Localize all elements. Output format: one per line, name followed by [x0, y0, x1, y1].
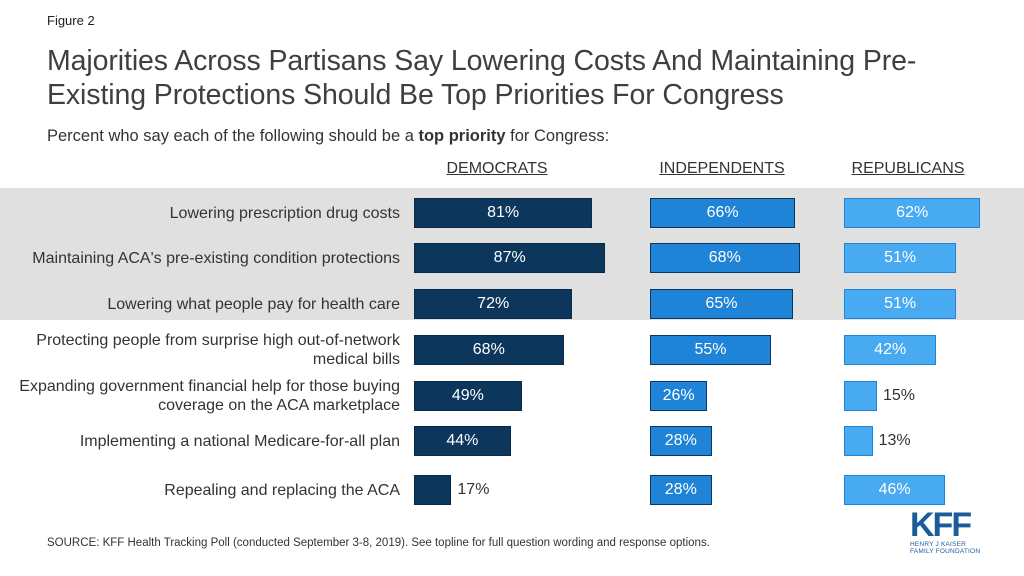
value-label: 66%	[706, 204, 739, 221]
bar-dem	[414, 475, 452, 505]
value-label: 17%	[457, 481, 490, 498]
bar-dem	[414, 381, 522, 411]
value-label: 46%	[878, 481, 911, 498]
bar-dem	[414, 335, 564, 365]
subtitle-prefix: Percent who say each of the following sh…	[47, 127, 419, 145]
bar-rep	[844, 426, 873, 456]
logo-line-1: HENRY J KAISER	[910, 541, 967, 548]
row-label: Lowering prescription drug costs	[169, 204, 400, 222]
value-label: 28%	[664, 481, 697, 498]
bar-rep	[844, 243, 957, 273]
bar-rep	[844, 289, 957, 319]
value-label: 55%	[694, 341, 727, 358]
source-note: SOURCE: KFF Health Tracking Poll (conduc…	[47, 537, 710, 549]
bar-rep	[844, 198, 981, 228]
bar-ind	[650, 475, 712, 505]
value-label: 15%	[883, 387, 916, 404]
logo-mark: KFF	[910, 506, 972, 544]
bar-rep	[844, 475, 946, 505]
value-label: 81%	[487, 204, 520, 221]
chart-subtitle: Percent who say each of the following sh…	[47, 127, 609, 146]
kff-logo: KFF HENRY J KAISER FAMILY FOUNDATION	[910, 506, 990, 555]
figure-label: Figure 2	[47, 13, 95, 28]
value-label: 44%	[446, 432, 479, 449]
value-label: 49%	[451, 387, 484, 404]
value-label: 65%	[705, 295, 738, 312]
bar-ind	[650, 198, 796, 228]
value-label: 62%	[896, 204, 929, 221]
value-label: 87%	[493, 249, 526, 266]
value-label: 72%	[477, 295, 510, 312]
value-label: 51%	[884, 295, 917, 312]
row-label: Implementing a national Medicare-for-all…	[79, 432, 400, 450]
column-header-republicans: REPUBLICANS	[851, 160, 965, 177]
column-header-independents: INDEPENDENTS	[659, 160, 785, 177]
value-label: 68%	[708, 249, 741, 266]
bar-ind	[650, 426, 712, 456]
bar-dem	[414, 243, 606, 273]
bar-rep	[844, 381, 877, 411]
bar-ind	[650, 335, 771, 365]
logo-line-2: FAMILY FOUNDATION	[910, 548, 981, 555]
row-label: Lowering what people pay for health care	[107, 295, 400, 313]
value-label: 51%	[884, 249, 917, 266]
row-label: Repealing and replacing the ACA	[164, 481, 400, 499]
value-label: 42%	[874, 341, 907, 358]
bar-ind	[650, 381, 708, 411]
value-label: 68%	[472, 341, 505, 358]
value-label: 28%	[664, 432, 697, 449]
bar-ind	[650, 243, 800, 273]
bar-dem	[414, 426, 511, 456]
row-label: Expanding government financial help for …	[19, 378, 400, 414]
row-label: Protecting people from surprise high out…	[36, 332, 400, 368]
bar-dem	[414, 198, 593, 228]
value-label: 26%	[662, 387, 695, 404]
bar-rep	[844, 335, 937, 365]
column-header-democrats: DEMOCRATS	[446, 160, 548, 177]
value-label: 13%	[878, 432, 911, 449]
bar-ind	[650, 289, 793, 319]
subtitle-bold: top priority	[418, 127, 506, 145]
bar-dem	[414, 289, 573, 319]
row-label: Maintaining ACA's pre-existing condition…	[32, 249, 400, 267]
subtitle-suffix: for Congress:	[505, 127, 610, 145]
chart-title: Majorities Across Partisans Say Lowering…	[47, 45, 917, 111]
